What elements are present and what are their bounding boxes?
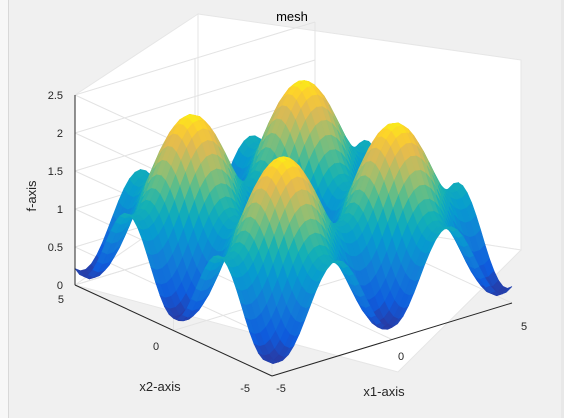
z-tick-1: 0.5 <box>48 242 63 254</box>
x1-tick-0: 0 <box>398 351 404 363</box>
z-tick-0: 0 <box>57 280 63 292</box>
z-tick-4: 2 <box>57 128 63 140</box>
x2-tick-5: 5 <box>58 294 64 306</box>
x1-axis-line <box>271 302 513 377</box>
axis-box <box>74 95 513 377</box>
x2-tick-0: 0 <box>153 341 159 353</box>
window-right-edge <box>561 0 564 418</box>
x2-axis-label: x2-axis <box>139 379 181 394</box>
z-axis-label: f-axis <box>24 180 39 212</box>
surface-patch <box>501 286 513 295</box>
x1-axis-label: x1-axis <box>363 384 405 399</box>
chart-title: mesh <box>276 9 308 24</box>
window-left-edge <box>0 0 9 418</box>
surface-mesh <box>74 80 513 364</box>
z-tick-3: 1.5 <box>48 166 63 178</box>
x1-tick-5: 5 <box>521 321 527 333</box>
x2-axis-line <box>74 284 273 377</box>
x1-tick-neg5: -5 <box>276 383 286 395</box>
z-tick-5: 2.5 <box>48 90 63 102</box>
x2-tick-neg5: -5 <box>240 383 250 395</box>
z-tick-2: 1 <box>57 204 63 216</box>
tick-labels: 0 0.5 1 1.5 2 2.5 5 0 -5 -5 0 5 <box>48 90 527 395</box>
